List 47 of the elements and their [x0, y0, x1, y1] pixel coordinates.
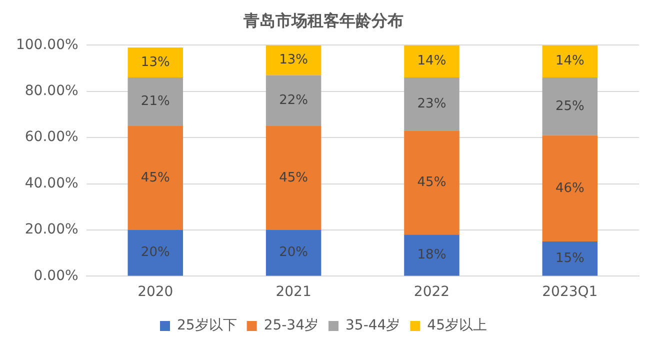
data-label: 23% — [417, 96, 446, 112]
legend-label: 25岁以下 — [177, 318, 237, 334]
data-label: 20% — [140, 245, 170, 260]
legend-label: 25-34岁 — [264, 318, 319, 334]
bar — [128, 230, 184, 276]
x-tick-label: 2023Q1 — [542, 284, 598, 300]
data-label: 15% — [555, 251, 584, 266]
bar — [542, 45, 598, 78]
bar — [266, 126, 322, 230]
bar — [128, 126, 184, 230]
data-label: 13% — [279, 52, 308, 68]
data-label: 45% — [417, 175, 446, 190]
bar — [404, 78, 460, 131]
bar — [404, 234, 460, 276]
data-label: 21% — [140, 94, 170, 110]
x-tick-label: 2020 — [138, 284, 174, 300]
data-label: 18% — [417, 248, 446, 263]
data-label: 20% — [279, 245, 308, 260]
bar — [266, 75, 322, 126]
data-label: 46% — [555, 180, 584, 196]
data-label: 14% — [417, 54, 446, 69]
bar — [266, 230, 322, 276]
bar — [128, 78, 184, 126]
bar — [404, 130, 460, 235]
y-tick-label: 60.00% — [24, 129, 78, 146]
data-label: 13% — [140, 54, 170, 70]
bar — [542, 135, 598, 242]
data-label: 25% — [555, 98, 584, 114]
y-tick-label: 0.00% — [34, 268, 78, 284]
bar — [266, 45, 322, 76]
legend-label: 35-44岁 — [346, 318, 400, 334]
x-tick-label: 2021 — [276, 284, 312, 300]
chart-title: 青岛市场租客年龄分布 — [242, 10, 404, 30]
bar — [542, 78, 598, 136]
data-label: 45% — [140, 170, 170, 186]
y-tick-label: 20.00% — [24, 222, 78, 238]
x-tick-label: 2022 — [414, 284, 450, 300]
bar — [128, 48, 184, 78]
y-tick-label: 80.00% — [24, 83, 78, 100]
data-label: 45% — [279, 170, 308, 186]
data-label: 14% — [555, 54, 584, 69]
y-tick-label: 100.00% — [16, 36, 78, 53]
y-tick-label: 40.00% — [24, 175, 78, 192]
legend-label: 45岁以上 — [427, 318, 488, 334]
bar — [542, 242, 598, 276]
data-label: 22% — [279, 93, 308, 108]
bar — [404, 45, 460, 78]
